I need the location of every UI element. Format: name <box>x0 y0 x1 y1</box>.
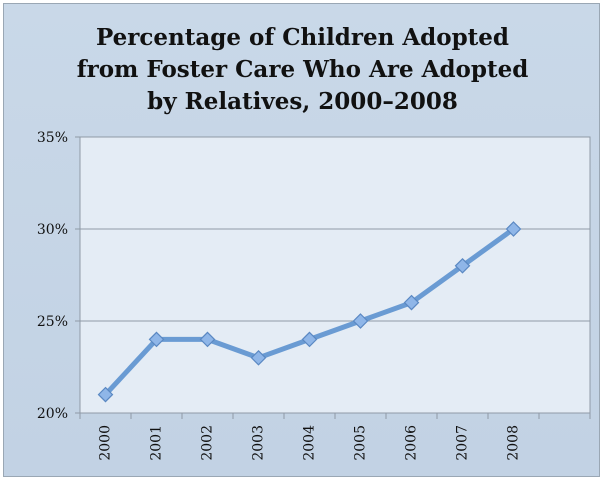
x-tick-label: 2001 <box>149 425 165 461</box>
data-point <box>403 294 420 311</box>
data-point <box>97 386 114 403</box>
y-tick-label: 25% <box>37 314 68 330</box>
data-point <box>352 313 369 329</box>
x-tick-label: 2000 <box>98 425 114 461</box>
plot-area <box>79 136 591 414</box>
x-tick-label: 2003 <box>251 425 267 461</box>
x-tick-label: 2006 <box>404 425 420 461</box>
gridlines <box>80 228 590 322</box>
data-point <box>148 331 165 348</box>
data-series <box>97 221 522 403</box>
data-point <box>505 221 522 237</box>
x-tick-label: 2007 <box>455 425 471 461</box>
y-tick-label: 30% <box>37 222 68 238</box>
y-tick-label: 35% <box>37 130 68 146</box>
x-tick-label: 2008 <box>506 425 522 461</box>
x-tick-label: 2005 <box>353 425 369 461</box>
data-point <box>454 257 471 274</box>
chart-title: Percentage of Children Adopted from Fost… <box>76 24 529 115</box>
data-point <box>301 331 318 348</box>
data-point <box>199 331 216 348</box>
y-tick-label: 20% <box>37 406 68 422</box>
x-tick-label: 2004 <box>302 425 318 461</box>
data-point <box>250 349 267 366</box>
y-axis: 20% 25% 30% 35% <box>37 130 80 422</box>
x-axis: 2000 2001 2002 2003 2004 2005 2006 2007 2008 <box>79 413 591 461</box>
x-tick-label: 2002 <box>200 425 216 461</box>
